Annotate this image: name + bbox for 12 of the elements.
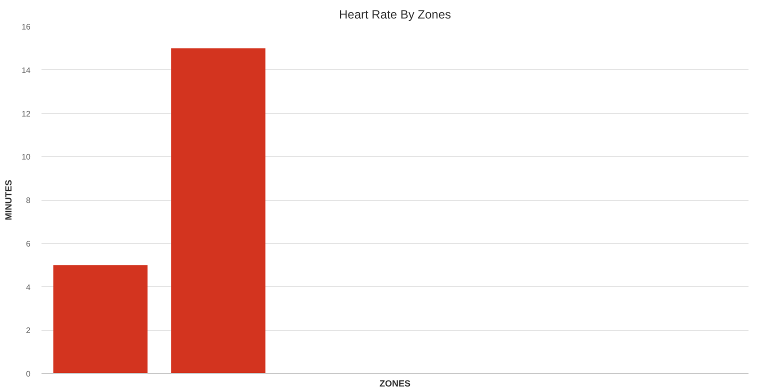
x-axis-title: ZONES <box>380 378 411 388</box>
y-tick-label: 6 <box>26 239 32 248</box>
y-tick-label: 14 <box>22 66 32 75</box>
y-tick-label: 12 <box>22 109 32 118</box>
y-tick-label: 2 <box>26 326 32 336</box>
chart-title: Heart Rate By Zones <box>338 8 452 22</box>
y-tick-label: 8 <box>26 196 32 205</box>
y-tick-label: 0 <box>26 370 32 378</box>
y-tick-label: 16 <box>22 22 32 32</box>
y-tick-label: 4 <box>26 282 32 292</box>
y-axis-title: MINUTES <box>4 180 14 220</box>
y-tick-label: 10 <box>22 152 32 162</box>
